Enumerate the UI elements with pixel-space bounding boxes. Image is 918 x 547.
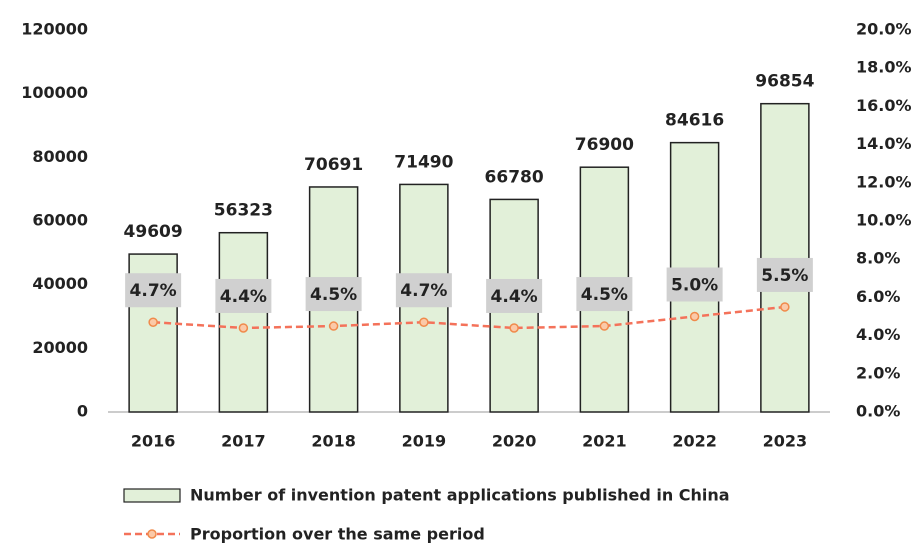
bar-value-label: 56323 — [214, 201, 273, 221]
legend-label: Proportion over the same period — [190, 525, 485, 544]
line-value-label: 4.4% — [220, 287, 267, 307]
line-value-label: 4.5% — [310, 285, 357, 305]
line-marker — [689, 311, 700, 322]
bar-value-label: 71490 — [394, 152, 453, 172]
line-marker — [599, 321, 610, 331]
bar-value-label: 66780 — [485, 167, 544, 187]
y-tick-label: 20000 — [32, 338, 88, 357]
y-tick-label: 40000 — [32, 274, 88, 293]
y2-tick-label: 4.0% — [856, 325, 900, 344]
line-value-label: 4.5% — [581, 285, 628, 305]
line-marker — [419, 317, 429, 327]
y-tick-label: 100000 — [21, 83, 88, 102]
line-marker — [148, 317, 158, 327]
x-tick-label: 2022 — [672, 432, 717, 451]
y2-tick-label: 16.0% — [856, 96, 912, 115]
value-label-box — [576, 277, 633, 312]
legend-swatch — [123, 488, 181, 503]
value-label-box — [486, 278, 543, 313]
bar-value-label: 49609 — [124, 222, 183, 242]
bar-value-label: 96854 — [755, 72, 814, 92]
x-tick-label: 2016 — [131, 432, 176, 451]
x-tick-label: 2018 — [311, 432, 356, 451]
x-tick-label: 2017 — [221, 432, 266, 451]
y-tick-label: 60000 — [32, 211, 88, 230]
x-tick-label: 2020 — [492, 432, 537, 451]
y2-tick-label: 6.0% — [856, 287, 900, 306]
x-tick-label: 2021 — [582, 432, 627, 451]
x-tick-label: 2023 — [763, 432, 808, 451]
legend-label: Number of invention patent applications … — [190, 486, 730, 505]
y2-tick-label: 2.0% — [856, 363, 900, 382]
bar — [218, 231, 269, 413]
value-label-box — [305, 277, 362, 312]
x-tick-label: 2019 — [402, 432, 447, 451]
y2-tick-label: 20.0% — [856, 20, 912, 39]
line-value-label: 4.4% — [491, 287, 538, 307]
y2-tick-label: 14.0% — [856, 134, 912, 153]
value-label-box — [666, 267, 723, 302]
value-label-box — [125, 273, 182, 308]
line-marker — [328, 321, 339, 331]
bar-value-label: 70691 — [304, 155, 363, 175]
bar — [760, 102, 810, 413]
value-label-box — [756, 257, 813, 292]
line — [153, 305, 786, 330]
line-marker — [238, 323, 249, 333]
y2-tick-label: 8.0% — [856, 249, 900, 268]
bar-value-label: 76900 — [575, 135, 634, 155]
y2-tick-label: 12.0% — [856, 172, 912, 191]
value-label-box — [215, 278, 272, 313]
y-tick-label: 80000 — [32, 147, 88, 166]
legend-marker — [147, 529, 157, 539]
y-tick-label: 0 — [77, 402, 88, 421]
bar-value-label: 84616 — [665, 111, 724, 131]
y2-tick-label: 18.0% — [856, 58, 912, 77]
line-value-label: 5.5% — [761, 266, 808, 286]
line-value-label: 4.7% — [400, 281, 447, 301]
y-tick-label: 120000 — [21, 20, 88, 39]
line-value-label: 5.0% — [671, 276, 718, 296]
value-label-box — [395, 273, 452, 308]
y2-tick-label: 0.0% — [856, 402, 900, 421]
line-value-label: 4.7% — [130, 281, 177, 301]
line-marker — [509, 323, 519, 333]
line-marker — [780, 302, 790, 312]
y2-tick-label: 10.0% — [856, 211, 912, 230]
